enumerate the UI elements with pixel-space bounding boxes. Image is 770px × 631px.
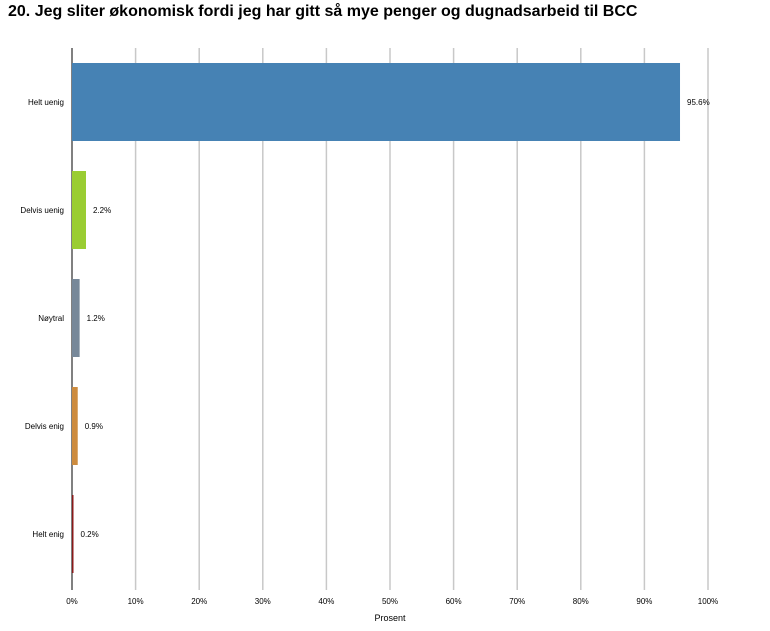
bars — [72, 63, 681, 573]
chart-title: 20. Jeg sliter økonomisk fordi jeg har g… — [8, 3, 638, 20]
x-tick-label: 0% — [66, 597, 78, 606]
x-tick-label: 90% — [636, 597, 652, 606]
category-label: Nøytral — [38, 314, 64, 323]
bar — [72, 171, 86, 249]
x-tick-label: 30% — [255, 597, 271, 606]
category-label: Helt enig — [32, 530, 64, 539]
x-tick-label: 100% — [698, 597, 718, 606]
data-label: 1.2% — [87, 314, 105, 323]
bar — [72, 279, 80, 357]
x-tick-label: 80% — [573, 597, 589, 606]
labels: 0% 10% 20% 30% 40% 50% 60% 70% 80% 90% 100% Helt ue… — [20, 98, 718, 606]
data-label: 2.2% — [93, 206, 111, 215]
data-label: 95.6% — [687, 98, 710, 107]
data-label: 0.2% — [81, 530, 99, 539]
bar — [72, 63, 681, 141]
category-label: Delvis uenig — [20, 206, 64, 215]
x-tick-label: 40% — [318, 597, 334, 606]
x-tick-label: 70% — [509, 597, 525, 606]
category-label: Helt uenig — [28, 98, 64, 107]
x-tick-label: 50% — [382, 597, 398, 606]
x-tick-label: 10% — [128, 597, 144, 606]
x-axis-title: Prosent — [374, 613, 406, 623]
x-tick-label: 60% — [446, 597, 462, 606]
category-label: Delvis enig — [25, 422, 64, 431]
data-label: 0.9% — [85, 422, 103, 431]
bar — [72, 387, 78, 465]
bar — [72, 495, 74, 573]
x-tick-label: 20% — [191, 597, 207, 606]
